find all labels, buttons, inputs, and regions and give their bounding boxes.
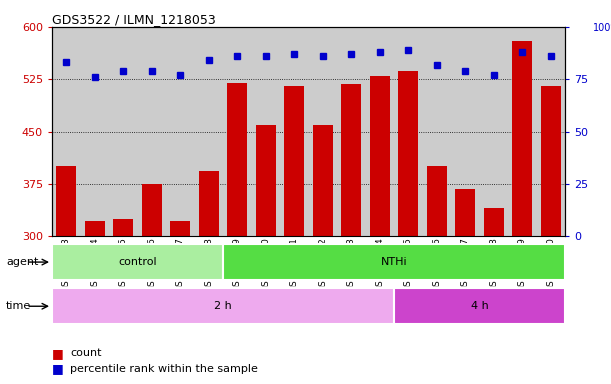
Y-axis label: 100%: 100% xyxy=(593,23,611,33)
Text: time: time xyxy=(6,301,31,311)
Bar xyxy=(52,288,394,324)
Bar xyxy=(284,86,304,236)
Text: NTHi: NTHi xyxy=(381,257,408,267)
Bar xyxy=(427,166,447,236)
Bar xyxy=(394,288,565,324)
Text: count: count xyxy=(70,348,102,358)
Bar xyxy=(484,208,504,236)
Bar xyxy=(52,244,223,280)
Bar xyxy=(223,244,565,280)
Text: GDS3522 / ILMN_1218053: GDS3522 / ILMN_1218053 xyxy=(52,13,216,26)
Bar xyxy=(85,221,104,236)
Bar xyxy=(455,189,475,236)
Text: 4 h: 4 h xyxy=(470,301,489,311)
Bar xyxy=(170,221,190,236)
Bar xyxy=(370,76,390,236)
Bar xyxy=(541,86,561,236)
Bar xyxy=(513,41,532,236)
Text: percentile rank within the sample: percentile rank within the sample xyxy=(70,364,258,374)
Bar xyxy=(56,166,76,236)
Text: 2 h: 2 h xyxy=(214,301,232,311)
Text: agent: agent xyxy=(6,257,38,267)
Bar xyxy=(256,124,276,236)
Text: ■: ■ xyxy=(52,347,64,360)
Bar xyxy=(398,71,419,236)
Bar xyxy=(142,184,162,236)
Bar xyxy=(199,171,219,236)
Bar xyxy=(227,83,247,236)
Bar xyxy=(313,124,333,236)
Text: ■: ■ xyxy=(52,362,64,375)
Bar xyxy=(342,84,361,236)
Text: control: control xyxy=(118,257,157,267)
Bar xyxy=(113,219,133,236)
